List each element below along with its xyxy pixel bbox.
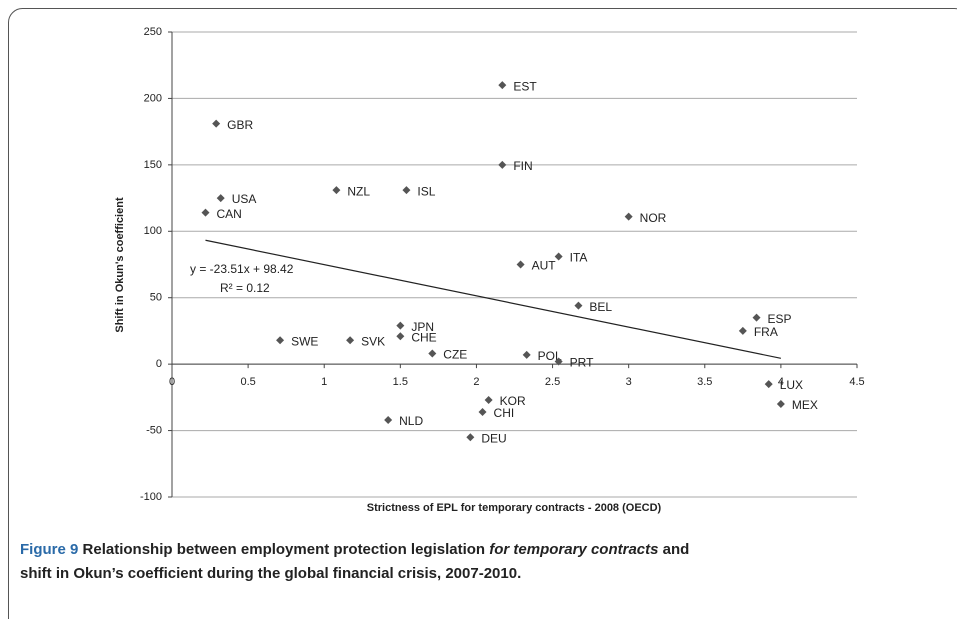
caption-text: shift in Okun’s coefficient during the g… bbox=[20, 565, 522, 582]
figure-frame bbox=[8, 8, 957, 619]
point-label: MEX bbox=[792, 398, 818, 412]
y-tick-label: -50 bbox=[146, 424, 162, 436]
x-tick-label: 3 bbox=[626, 376, 632, 388]
point bbox=[764, 380, 773, 389]
point-label: GBR bbox=[227, 118, 253, 132]
point bbox=[276, 336, 285, 345]
point-label: DEU bbox=[481, 431, 506, 445]
point bbox=[216, 194, 225, 203]
y-tick-label: 50 bbox=[150, 292, 162, 304]
x-tick-label: 0.5 bbox=[240, 376, 255, 388]
point-label: CHE bbox=[411, 330, 436, 344]
point-label: ITA bbox=[570, 251, 588, 265]
point-label: EST bbox=[513, 79, 537, 93]
x-tick-label: 3.5 bbox=[697, 376, 712, 388]
point-label: SVK bbox=[361, 334, 385, 348]
y-tick-label: 200 bbox=[144, 92, 162, 104]
x-tick-label: 1 bbox=[321, 376, 327, 388]
point bbox=[522, 350, 531, 359]
point bbox=[402, 186, 411, 195]
point-label: AUT bbox=[532, 259, 557, 273]
point-label: BEL bbox=[589, 300, 612, 314]
point-label: ISL bbox=[417, 184, 435, 198]
caption-text: Relationship between employment protecti… bbox=[78, 541, 490, 558]
x-tick-label: 4 bbox=[778, 376, 784, 388]
point bbox=[554, 252, 563, 261]
point bbox=[346, 336, 355, 345]
trendline-equation: y = -23.51x + 98.42 bbox=[190, 262, 294, 276]
point bbox=[396, 332, 405, 341]
point-label: LUX bbox=[780, 378, 803, 392]
caption-italic: for temporary contracts bbox=[489, 541, 659, 558]
point-label: POL bbox=[538, 349, 562, 363]
point bbox=[484, 396, 493, 405]
caption-text: and bbox=[658, 541, 690, 558]
point bbox=[574, 301, 583, 310]
point-label: NLD bbox=[399, 414, 423, 428]
x-tick-label: 2 bbox=[473, 376, 479, 388]
point-label: CAN bbox=[216, 207, 241, 221]
caption: Figure 9 Relationship between employment… bbox=[20, 538, 920, 586]
point-label: FRA bbox=[754, 325, 778, 339]
y-tick-label: 100 bbox=[144, 225, 162, 237]
y-tick-label: 0 bbox=[156, 358, 162, 370]
point bbox=[466, 433, 475, 442]
point bbox=[738, 326, 747, 335]
y-tick-label: 150 bbox=[144, 159, 162, 171]
point-label: SWE bbox=[291, 334, 318, 348]
trendline bbox=[205, 239, 782, 359]
point bbox=[212, 119, 221, 128]
x-tick-label: 0 bbox=[169, 376, 175, 388]
point-label: CHI bbox=[494, 406, 515, 420]
point bbox=[516, 260, 525, 269]
point-label: CZE bbox=[443, 348, 467, 362]
point bbox=[752, 313, 761, 322]
point bbox=[201, 208, 210, 217]
point bbox=[554, 357, 563, 366]
y-tick-label: -100 bbox=[140, 491, 162, 503]
point-label: NZL bbox=[347, 184, 370, 198]
x-tick-label: 4.5 bbox=[849, 376, 864, 388]
x-tick-label: 1.5 bbox=[393, 376, 408, 388]
y-axis-label: Shift in Okun's coefficient bbox=[114, 197, 126, 333]
point bbox=[384, 415, 393, 424]
point-label: USA bbox=[232, 192, 257, 206]
point-label: FIN bbox=[513, 159, 532, 173]
point bbox=[498, 160, 507, 169]
point-label: NOR bbox=[640, 211, 667, 225]
point bbox=[396, 321, 405, 330]
trendline-r2: R² = 0.12 bbox=[220, 281, 270, 295]
point bbox=[624, 212, 633, 221]
point bbox=[776, 400, 785, 408]
point-label: ESP bbox=[768, 312, 792, 326]
point-label: JPN bbox=[411, 320, 434, 334]
point-label: PRT bbox=[570, 356, 594, 370]
point bbox=[332, 186, 341, 195]
caption-label: Figure 9 bbox=[20, 541, 79, 558]
x-axis-label: Strictness of EPL for temporary contract… bbox=[367, 502, 662, 514]
x-tick-label: 2.5 bbox=[545, 376, 560, 388]
point-label: KOR bbox=[500, 394, 526, 408]
point bbox=[428, 349, 437, 358]
point bbox=[478, 407, 487, 416]
point bbox=[498, 81, 507, 90]
y-tick-label: 250 bbox=[144, 26, 162, 38]
